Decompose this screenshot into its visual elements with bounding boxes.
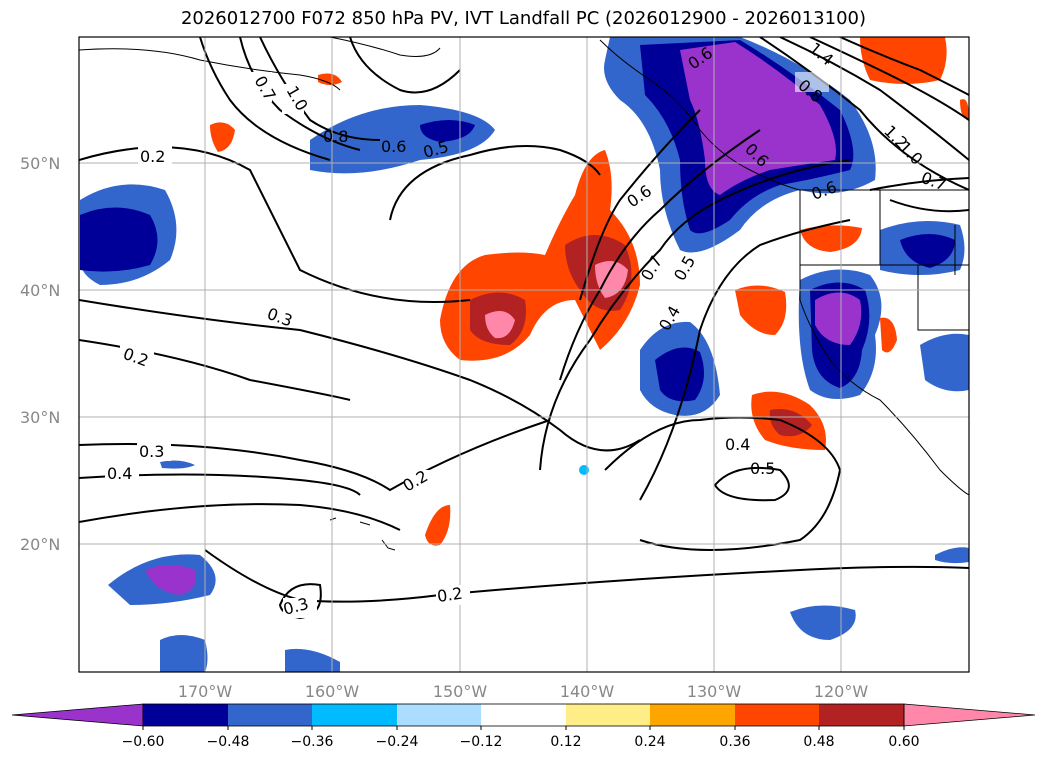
latitude-labels: 50°N 40°N 30°N 20°N: [20, 154, 60, 554]
contour-label: 0.2: [436, 584, 464, 606]
coastlines: [79, 37, 969, 551]
contour-label: 0.3: [139, 442, 164, 461]
lon-label: 120°W: [814, 682, 869, 701]
colorbar-segment: [735, 704, 819, 726]
colorbar-frame: [142, 703, 905, 727]
colorbar-tick-label: 0.60: [888, 734, 919, 750]
colorbar-tick-label: −0.60: [122, 734, 165, 750]
colorbar-segment: [397, 704, 481, 726]
lat-label: 50°N: [20, 154, 60, 173]
colorbar-tick-label: 0.36: [719, 734, 750, 750]
colorbar-segment: [143, 704, 228, 726]
colorbar-extend-max: [903, 703, 1036, 727]
colorbar-segment: [312, 704, 397, 726]
contour-label: 0.4: [725, 435, 750, 454]
graticule: [79, 37, 969, 672]
colorbar-segment: [566, 704, 650, 726]
colorbar-tick-label: −0.48: [207, 734, 250, 750]
colorbar-segment: [481, 704, 566, 726]
colorbar-segment: [819, 704, 904, 726]
colorbar-extend-min: [11, 703, 144, 727]
map-title: 2026012700 F072 850 hPa PV, IVT Landfall…: [180, 8, 867, 29]
map-frame: [78, 36, 970, 673]
lon-label: 160°W: [305, 682, 360, 701]
lat-label: 20°N: [20, 535, 60, 554]
lat-label: 40°N: [20, 281, 60, 300]
lon-label: 130°W: [687, 682, 742, 701]
contour-label: 0.2: [140, 147, 165, 166]
lat-label: 30°N: [20, 408, 60, 427]
longitude-labels: 170°W 160°W 150°W 140°W 130°W 120°W: [178, 682, 869, 701]
colorbar-segment: [650, 704, 735, 726]
colorbar-tick-label: −0.36: [291, 734, 334, 750]
colorbar: −0.60 −0.48 −0.36 −0.24 −0.12 0.12 0.24 0.36 0.4…: [11, 703, 1036, 750]
colorbar-tick-label: −0.24: [376, 734, 419, 750]
colorbar-tick-label: 0.24: [634, 734, 665, 750]
contour-label: 0.5: [750, 459, 775, 478]
pv-contours: [79, 37, 969, 620]
contour-label: 0.6: [381, 137, 406, 156]
contour-label: 0.8: [323, 127, 348, 146]
lon-label: 150°W: [433, 682, 488, 701]
lon-label: 140°W: [560, 682, 615, 701]
contour-label: 0.4: [107, 464, 132, 483]
colorbar-tick-label: −0.12: [460, 734, 503, 750]
colorbar-tick-label: 0.48: [803, 734, 834, 750]
map-area: 0.2 0.3 0.2 0.3 0.4 0.3 0.2 0.2 0.8 0.6 …: [79, 37, 969, 672]
lon-label: 170°W: [178, 682, 233, 701]
colorbar-segment: [228, 704, 312, 726]
colorbar-tick-label: 0.12: [550, 734, 581, 750]
